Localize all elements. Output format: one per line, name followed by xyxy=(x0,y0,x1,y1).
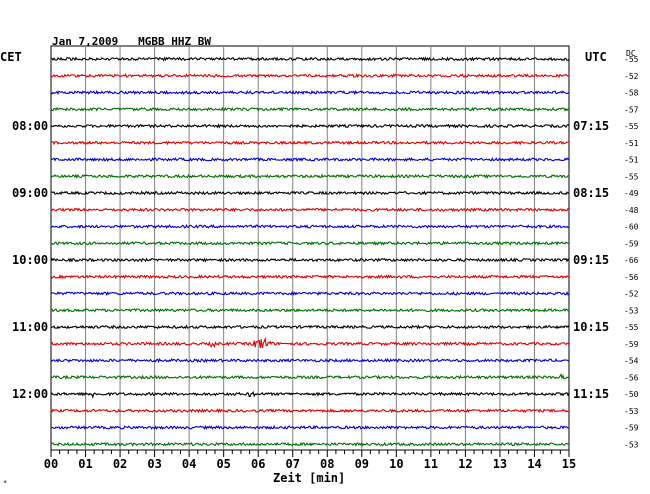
x-tick-label: 13 xyxy=(493,457,507,471)
seismic-trace xyxy=(51,190,570,196)
right-time-label: 11:15 xyxy=(573,387,609,401)
dc-offset-label: -58 xyxy=(624,89,639,98)
seismic-trace xyxy=(50,156,570,163)
left-time-label: 10:00 xyxy=(12,253,48,267)
seismic-trace xyxy=(50,372,570,380)
seismic-trace xyxy=(50,390,570,399)
seismic-trace xyxy=(50,140,570,146)
x-tick-label: 05 xyxy=(216,457,230,471)
dc-offset-label: -54 xyxy=(624,357,639,366)
seismic-trace xyxy=(50,89,570,96)
seismic-trace xyxy=(50,240,570,246)
dc-offset-label: -53 xyxy=(624,407,639,416)
dc-offset-label: -59 xyxy=(624,340,639,349)
right-time-label: 09:15 xyxy=(573,253,609,267)
x-tick-label: 09 xyxy=(355,457,369,471)
x-tick-label: 03 xyxy=(147,457,161,471)
dc-offset-label: -56 xyxy=(624,373,639,382)
trace-layer xyxy=(50,56,570,447)
seismic-trace xyxy=(50,73,570,79)
seismic-trace xyxy=(50,424,570,430)
dc-offset-label: -55 xyxy=(624,323,639,332)
right-time-label: 10:15 xyxy=(573,320,609,334)
right-timezone-label: UTC xyxy=(585,50,607,64)
x-tick-label: 15 xyxy=(562,457,576,471)
seismic-trace xyxy=(50,207,570,213)
seismic-trace xyxy=(50,223,570,229)
dc-offset-label: -53 xyxy=(624,306,639,315)
right-time-label: 07:15 xyxy=(573,119,609,133)
dc-offset-label: -55 xyxy=(624,122,639,131)
seismic-trace xyxy=(50,56,570,62)
dc-offset-label: -55 xyxy=(624,172,639,181)
x-tick-label: 08 xyxy=(320,457,334,471)
x-tick-label: 00 xyxy=(44,457,58,471)
dc-offset-label: -52 xyxy=(624,72,639,81)
seismic-trace xyxy=(50,408,569,414)
left-timezone-label: CET xyxy=(0,50,22,64)
seismic-trace xyxy=(50,307,570,313)
x-tick-label: 02 xyxy=(113,457,127,471)
x-tick-label: 07 xyxy=(286,457,300,471)
x-tick-label: 04 xyxy=(182,457,196,471)
dc-offset-label: -66 xyxy=(624,256,639,265)
dc-offset-label: -57 xyxy=(624,105,639,114)
seismic-trace xyxy=(50,106,570,112)
seismic-trace xyxy=(50,357,570,364)
x-tick-label: 06 xyxy=(251,457,265,471)
dc-offset-label: -60 xyxy=(624,223,639,232)
dc-offset-label: -55 xyxy=(624,55,639,64)
dc-offset-label: -48 xyxy=(624,206,639,215)
dc-offset-label: -50 xyxy=(624,390,639,399)
left-time-label: 08:00 xyxy=(12,119,48,133)
dc-offset-label: -52 xyxy=(624,290,639,299)
label-layer: 00 01 02 03 04 05 06 07 08 09 10 11 12 13 14 15 -55 -52 -5… xyxy=(12,55,639,471)
dc-offset-label: -51 xyxy=(624,139,639,148)
seismic-trace xyxy=(50,274,570,280)
dc-offset-label: -59 xyxy=(624,239,639,248)
seismic-trace xyxy=(50,257,570,263)
right-time-label: 08:15 xyxy=(573,186,609,200)
dc-offset-header: DC xyxy=(626,49,636,58)
x-tick-label: 01 xyxy=(78,457,92,471)
seismic-trace xyxy=(50,324,570,330)
seismic-trace xyxy=(50,123,570,129)
chart-title: Jan 7,2009 MGBB HHZ BW xyxy=(52,35,211,48)
dc-offset-label: -51 xyxy=(624,156,639,165)
seismic-trace xyxy=(50,441,570,447)
left-time-label: 12:00 xyxy=(12,387,48,401)
left-time-label: 09:00 xyxy=(12,186,48,200)
x-tick-label: 11 xyxy=(424,457,438,471)
corner-mark: * xyxy=(3,479,8,487)
grid-layer xyxy=(50,45,570,457)
dc-offset-label: -53 xyxy=(624,440,639,449)
seismic-trace xyxy=(50,336,570,349)
seismic-trace xyxy=(50,173,570,179)
plot-frame xyxy=(50,45,570,451)
left-time-label: 11:00 xyxy=(12,320,48,334)
dc-offset-label: -56 xyxy=(624,273,639,282)
x-axis-label: Zeit [min] xyxy=(273,471,346,485)
seismic-trace xyxy=(50,290,570,297)
dc-offset-label: -49 xyxy=(624,189,639,198)
x-tick-label: 14 xyxy=(527,457,541,471)
x-tick-label: 10 xyxy=(389,457,403,471)
x-tick-label: 12 xyxy=(458,457,472,471)
dc-offset-label: -59 xyxy=(624,424,639,433)
